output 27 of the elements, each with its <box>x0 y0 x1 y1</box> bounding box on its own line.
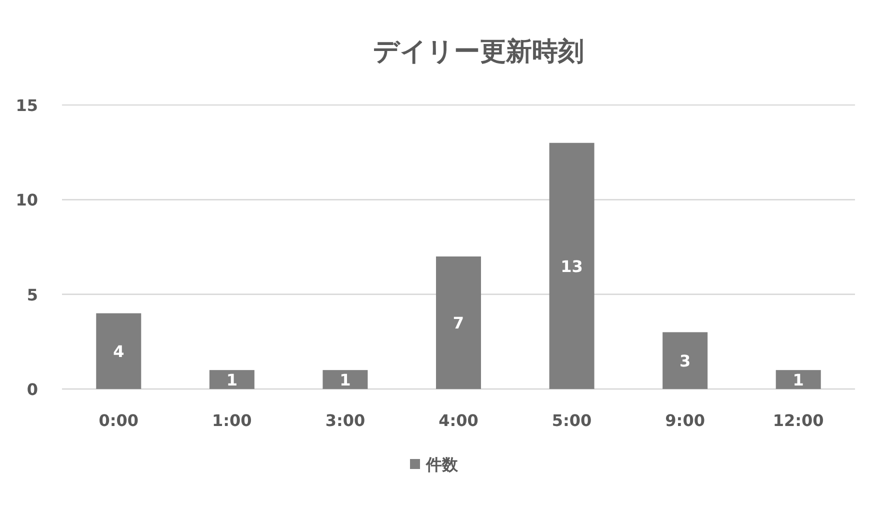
x-tick-label: 1:00 <box>212 411 252 430</box>
y-tick-label: 5 <box>26 285 38 304</box>
bar <box>549 142 594 389</box>
legend-label: 件数 <box>425 455 459 474</box>
data-label: 1 <box>792 370 804 390</box>
bar <box>96 313 142 389</box>
bar <box>436 256 481 389</box>
bar <box>776 370 821 389</box>
bar <box>209 370 254 389</box>
x-tick-label: 4:00 <box>438 411 478 430</box>
bar <box>662 332 708 389</box>
x-tick-label: 3:00 <box>325 411 366 430</box>
x-tick-label: 9:00 <box>665 411 705 430</box>
y-tick-label: 0 <box>26 380 38 399</box>
data-label: 13 <box>560 256 583 276</box>
data-label: 7 <box>452 314 464 333</box>
data-label: 4 <box>113 342 124 362</box>
data-label: 1 <box>226 370 238 390</box>
y-tick-label: 15 <box>16 96 38 115</box>
x-tick-label: 0:00 <box>98 411 139 430</box>
x-tick-label: 5:00 <box>552 411 592 430</box>
data-label: 1 <box>340 370 351 390</box>
x-tick-label: 12:00 <box>772 411 824 430</box>
bar <box>322 370 368 389</box>
y-tick-label: 10 <box>16 190 38 210</box>
data-label: 3 <box>680 352 691 371</box>
chart-title: デイリー更新時刻 <box>373 37 584 67</box>
